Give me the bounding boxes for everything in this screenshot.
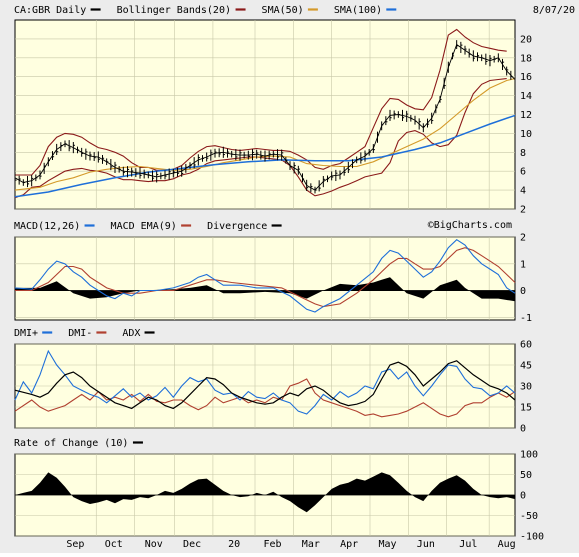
dmi-minus-line <box>14 378 516 418</box>
panel-price: 2 4 6 8 10 12 14 16 18 20 CA:GBR Daily Bollinger Ba… <box>14 5 532 216</box>
x-axis: Sep Oct Nov Dec 20 Feb Mar Apr May Jun Jul Aug <box>66 539 515 550</box>
x-tick-label-Sep: Sep <box>66 539 84 550</box>
panel-roc-tick-label: -50 <box>520 511 538 522</box>
legend-label-price-2: SMA(50) <box>262 5 304 16</box>
panel-macd-grid <box>15 236 515 320</box>
panel-dmi-tick-label: 15 <box>520 403 532 414</box>
panel-macd: -1 0 1 2 MACD(12,26) MACD EMA(9) Divergence <box>14 221 532 324</box>
legend-label-price-0: CA:GBR Daily <box>14 5 86 16</box>
panel-price-tick-label: 12 <box>520 110 532 121</box>
panel-macd-tick-label: -1 <box>520 313 532 324</box>
panel-price-tick-label: 14 <box>520 91 532 102</box>
panel-price-tick-label: 4 <box>520 186 526 197</box>
panel-macd-tick-label: 0 <box>520 286 526 297</box>
legend-label-price-3: SMA(100) <box>334 5 382 16</box>
panel-dmi-tick-label: 60 <box>520 340 532 351</box>
panel-price-grid <box>15 20 515 210</box>
dmi-plus-line <box>14 349 516 415</box>
panel-dmi-tick-label: 45 <box>520 361 532 372</box>
watermark: ©BigCharts.com <box>428 220 512 231</box>
panel-roc-tick-label: -100 <box>520 532 544 543</box>
panel-price-tick-label: 16 <box>520 72 532 83</box>
x-tick-label-Apr: Apr <box>340 539 358 550</box>
adx-line <box>14 360 516 410</box>
panel-price-tick-label: 6 <box>520 167 526 178</box>
x-tick-label-Nov: Nov <box>145 539 163 550</box>
macd-ema-line <box>15 247 516 308</box>
x-tick-label-Jun: Jun <box>417 539 435 550</box>
x-tick-label-Oct: Oct <box>105 539 123 550</box>
x-tick-label-Jul: Jul <box>459 539 477 550</box>
panel-dmi-tick-label: 30 <box>520 382 532 393</box>
price-bars <box>14 40 513 194</box>
panel-price-tick-label: 2 <box>520 205 526 216</box>
legend-label-dmi-0: DMI+ <box>14 328 38 339</box>
panel-macd-background <box>14 236 516 321</box>
panel-roc-tick-label: 0 <box>520 491 526 502</box>
x-tick-label-Dec: Dec <box>183 539 201 550</box>
panel-price-tick-label: 18 <box>520 53 532 64</box>
panel-price-tick-label: 8 <box>520 148 526 159</box>
date-label: 8/07/20 <box>533 5 575 16</box>
panel-dmi-tick-label: 0 <box>520 424 526 435</box>
bollinger-upper-line <box>15 28 507 176</box>
panel-dmi-grid <box>15 343 515 429</box>
legend-label-macd-1: MACD EMA(9) <box>111 221 177 232</box>
panel-roc: -100 -50 0 50 100 Rate of Change (10) <box>14 438 544 543</box>
macd-line <box>14 239 516 313</box>
panel-price-tick-label: 20 <box>520 34 532 45</box>
x-tick-label-May: May <box>378 539 396 550</box>
macd-divergence-area <box>15 277 515 302</box>
x-tick-label-Mar: Mar <box>302 539 320 550</box>
legend-label-roc-0: Rate of Change (10) <box>14 438 128 449</box>
x-tick-label-Aug: Aug <box>498 539 516 550</box>
panel-roc-tick-label: 50 <box>520 470 532 481</box>
roc-area <box>15 472 515 513</box>
legend-label-macd-0: MACD(12,26) <box>14 221 80 232</box>
legend-label-macd-2: Divergence <box>207 221 267 232</box>
panel-roc-tick-label: 100 <box>520 450 538 461</box>
legend-label-price-1: Bollinger Bands(20) <box>117 5 231 16</box>
x-tick-label-Feb: Feb <box>263 539 281 550</box>
panel-macd-tick-label: 2 <box>520 233 526 244</box>
price-close-line <box>14 43 516 191</box>
panel-price-tick-label: 10 <box>520 129 532 140</box>
legend-label-dmi-2: ADX <box>122 328 140 339</box>
legend-label-dmi-1: DMI- <box>68 328 92 339</box>
panel-macd-tick-label: 1 <box>520 259 526 270</box>
x-tick-label-20: 20 <box>228 539 240 550</box>
panel-dmi: 0 15 30 45 60 DMI+ DMI- ADX <box>14 328 532 435</box>
